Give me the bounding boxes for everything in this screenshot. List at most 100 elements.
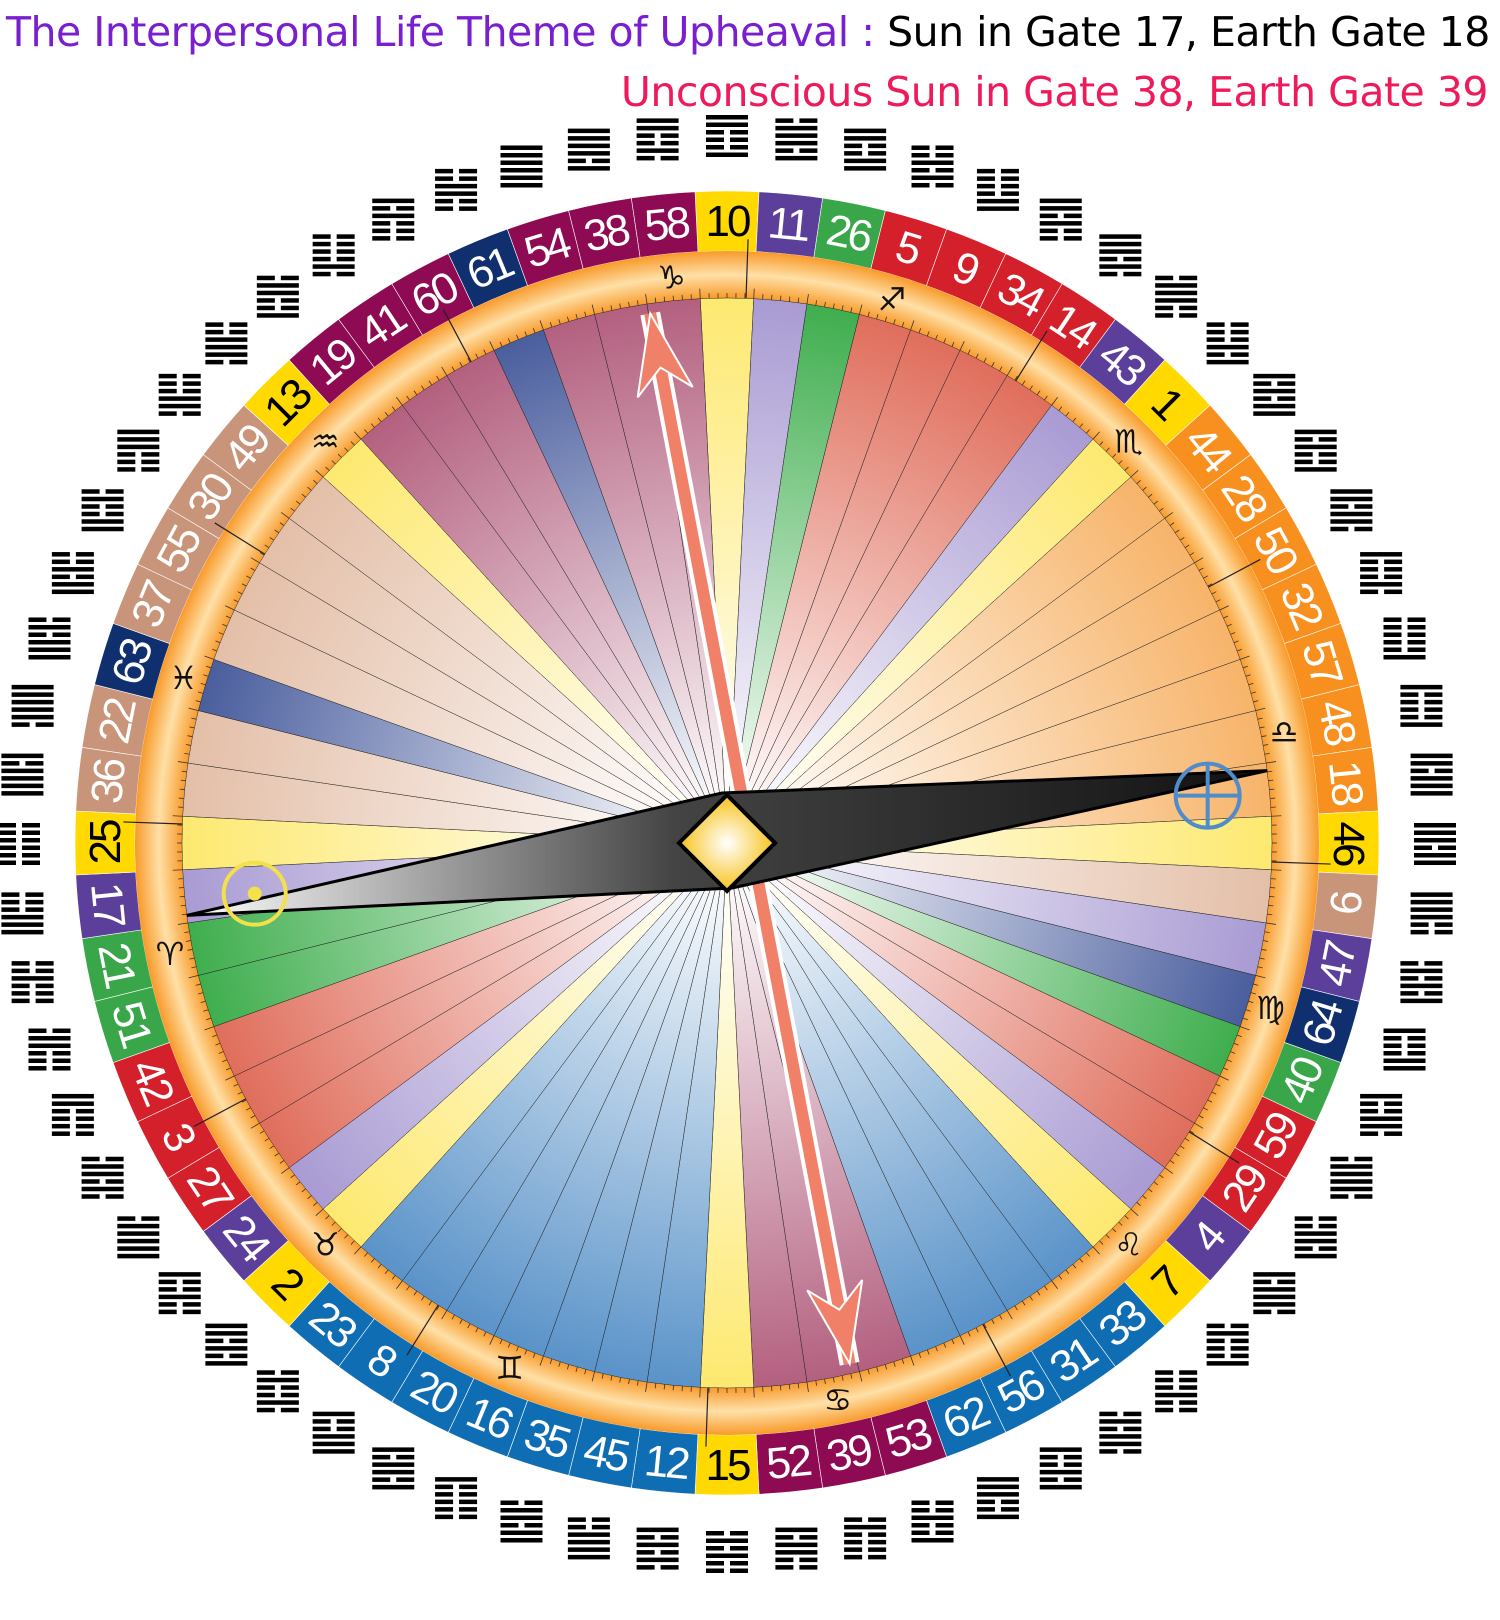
hexagram-icon [1206, 1323, 1249, 1366]
hexagram-icon [1330, 1156, 1373, 1199]
design-earth-arrowhead [806, 1279, 864, 1367]
hexagram-icon [256, 275, 299, 318]
hexagram-icon [1099, 1411, 1142, 1454]
hexagram-icon [567, 1517, 610, 1560]
gate-number: 11 [766, 198, 812, 251]
hexagram-icon [1383, 617, 1426, 660]
zodiac-sign-icon: ♈ [156, 935, 185, 973]
hexagrams [0, 115, 1456, 1573]
gate-number: 46 [1324, 822, 1373, 866]
center-diamond [676, 792, 778, 894]
hexagram-icon [1383, 1028, 1426, 1071]
hexagram-icon [976, 1477, 1019, 1520]
conscious-sun-earth: Sun in Gate 17, Earth Gate 18 [874, 8, 1490, 56]
hexagram-icon [1, 753, 44, 796]
hexagram-icon [312, 234, 355, 277]
hexagram-icon [1400, 684, 1443, 727]
hexagram-icon [1155, 1370, 1198, 1413]
hexagram-icon [636, 118, 679, 161]
hexagram-icon [28, 1028, 71, 1071]
zodiac-sign-icon: ♎ [1270, 713, 1299, 751]
gate-number: 10 [706, 197, 750, 246]
hexagram-icon [1414, 823, 1456, 865]
hexagram-icon [1400, 961, 1443, 1004]
hexagram-icon [256, 1370, 299, 1413]
orange-ring [135, 251, 1319, 1435]
sun-icon [221, 860, 288, 927]
zodiac-sign-icon: ♒ [311, 422, 340, 460]
hexagram-icon [1253, 373, 1296, 416]
hexagram-icon [911, 1500, 954, 1543]
hexagram-icon [372, 198, 415, 241]
hexagram-icon [11, 684, 54, 727]
hexagram-icon [117, 429, 160, 472]
hexagram-icon [1330, 489, 1373, 532]
zodiac-sign-icon: ♍ [1256, 989, 1285, 1027]
hexagram-icon [28, 617, 71, 660]
hexagram-icon [205, 322, 248, 365]
gate-wedges [181, 297, 1273, 1389]
zodiac-sign-icon: ♓ [169, 659, 198, 697]
zodiac-sign-icon: ♏ [1114, 422, 1143, 460]
gate-number: 52 [764, 1436, 813, 1489]
hexagram-icon [435, 1477, 478, 1520]
zodiac-sign-icon: ♊ [495, 1349, 524, 1387]
degree-ticks [123, 239, 1331, 1447]
hexagram-icon [81, 1156, 124, 1199]
hexagram-icon [636, 1527, 679, 1570]
hexagram-icon [706, 1531, 748, 1573]
zodiac-sign-icon: ♌ [1114, 1226, 1143, 1264]
hexagram-icon [1, 892, 44, 935]
hexagram-icon [844, 128, 887, 171]
gate-number: 25 [81, 820, 130, 864]
hexagram-icon [158, 1272, 201, 1315]
gate-band: 10 11 26 5 9 34144314428503257481846647644059… [74, 190, 1380, 1496]
hexagram-icon [911, 145, 954, 188]
theme-title: The Interpersonal Life Theme of Upheaval… [6, 8, 875, 56]
zodiac-sign-icon: ♐ [878, 280, 907, 318]
gate-number: 18 [1319, 758, 1372, 807]
hexagram-icon [158, 373, 201, 416]
hexagram-icon [1410, 753, 1453, 796]
hexagram-icon [1360, 1093, 1403, 1136]
design-sun-arrowhead [636, 310, 694, 398]
hexagram-icon [435, 168, 478, 211]
hexagram-icon [1360, 552, 1403, 595]
hexagram-icon [976, 168, 1019, 211]
hexagram-icon [775, 1527, 818, 1570]
zodiac-sign-icon: ♑ [657, 259, 686, 297]
hexagram-icon [1294, 1216, 1337, 1259]
unconscious-sun-earth: Unconscious Sun in Gate 38, Earth Gate 3… [620, 68, 1489, 116]
hexagram-icon [1155, 275, 1198, 318]
hexagram-icon [1099, 234, 1142, 277]
gate-number: 58 [642, 198, 691, 251]
sun-dot [247, 886, 262, 901]
chart-title: The Interpersonal Life Theme of Upheaval… [6, 8, 1490, 56]
hexagram-icon [567, 128, 610, 171]
hexagram-icon [117, 1216, 160, 1259]
hexagram-icon [1039, 1447, 1082, 1490]
hexagram-icon [500, 1500, 543, 1543]
hexagram-icon [1410, 892, 1453, 935]
hexagram-icon [205, 1323, 248, 1366]
hexagram-icon [706, 115, 748, 157]
hexagram-icon [312, 1411, 355, 1454]
hexagram-icon [1294, 429, 1337, 472]
gate-number: 12 [642, 1436, 691, 1489]
hexagram-icon [1039, 198, 1082, 241]
hexagram-icon [1253, 1272, 1296, 1315]
hexagram-icon [51, 552, 94, 595]
hexagram-icon [844, 1517, 887, 1560]
hexagram-icon [500, 145, 543, 188]
hexagram-icon [372, 1447, 415, 1490]
gate-number: 17 [81, 880, 134, 929]
hexagram-icon [81, 489, 124, 532]
hexagram-icon [51, 1093, 94, 1136]
zodiac-sign-icon: ♉ [311, 1226, 340, 1264]
zodiac-sign-icon: ♋ [823, 1381, 852, 1419]
hexagram-icon [11, 961, 54, 1004]
hexagram-icon [775, 118, 818, 161]
gate-number: 36 [82, 757, 135, 806]
hexagram-icon [1206, 322, 1249, 365]
